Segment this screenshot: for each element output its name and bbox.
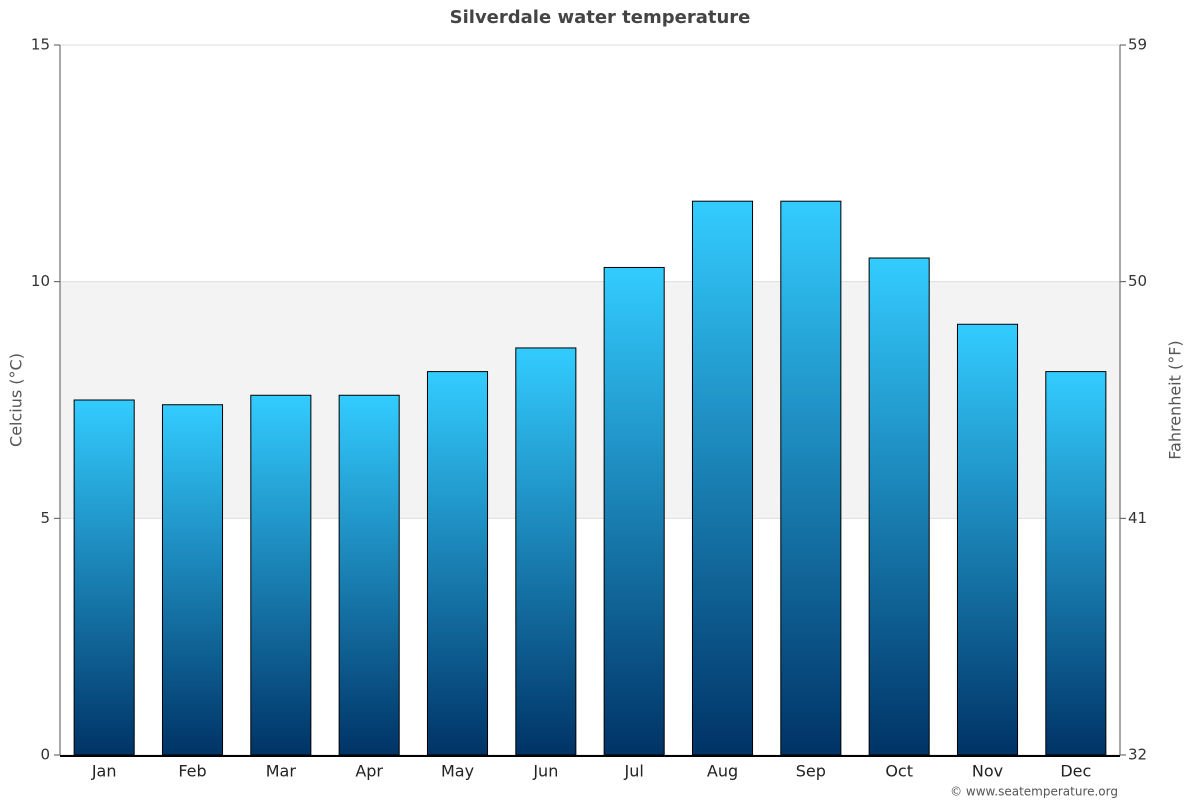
y2-axis-title: Fahrenheit (°F) <box>1166 340 1185 459</box>
x-tick-label: Mar <box>266 762 297 781</box>
bar <box>956 323 1019 756</box>
y-tick-label: 10 <box>31 272 50 290</box>
bar <box>691 200 754 756</box>
credit: © www.seatemperature.org <box>950 785 1118 799</box>
x-tick-label: Oct <box>885 762 913 781</box>
bar <box>73 399 135 756</box>
y-tick-label: 5 <box>40 509 50 527</box>
x-tick-label: Sep <box>796 762 826 781</box>
x-tick-label: Dec <box>1060 762 1091 781</box>
y-axis-title: Celcius (°C) <box>7 353 26 447</box>
y2-tick-label: 41 <box>1128 509 1147 527</box>
y-tick-label: 0 <box>40 746 50 764</box>
bar <box>868 257 930 756</box>
bar <box>1045 371 1107 756</box>
bar <box>250 394 312 756</box>
y-tick-label: 15 <box>31 36 50 54</box>
shaded-band <box>60 281 1120 519</box>
bar <box>515 347 577 756</box>
x-tick-label: Feb <box>178 762 206 781</box>
x-tick-label: Jul <box>624 762 644 781</box>
bar <box>161 404 224 756</box>
bar <box>780 200 842 756</box>
x-tick-label: Jan <box>91 762 117 781</box>
x-tick-label: Apr <box>355 762 383 781</box>
x-tick-label: Jun <box>532 762 558 781</box>
bar <box>426 371 489 756</box>
bar <box>603 266 665 756</box>
y2-tick-label: 32 <box>1128 746 1147 764</box>
chart-title: Silverdale water temperature <box>450 7 751 28</box>
bar <box>338 394 400 756</box>
x-tick-label: Aug <box>707 762 738 781</box>
y2-tick-label: 59 <box>1128 36 1147 54</box>
x-tick-label: Nov <box>972 762 1003 781</box>
y2-tick-label: 50 <box>1128 272 1147 290</box>
x-tick-label: May <box>441 762 474 781</box>
